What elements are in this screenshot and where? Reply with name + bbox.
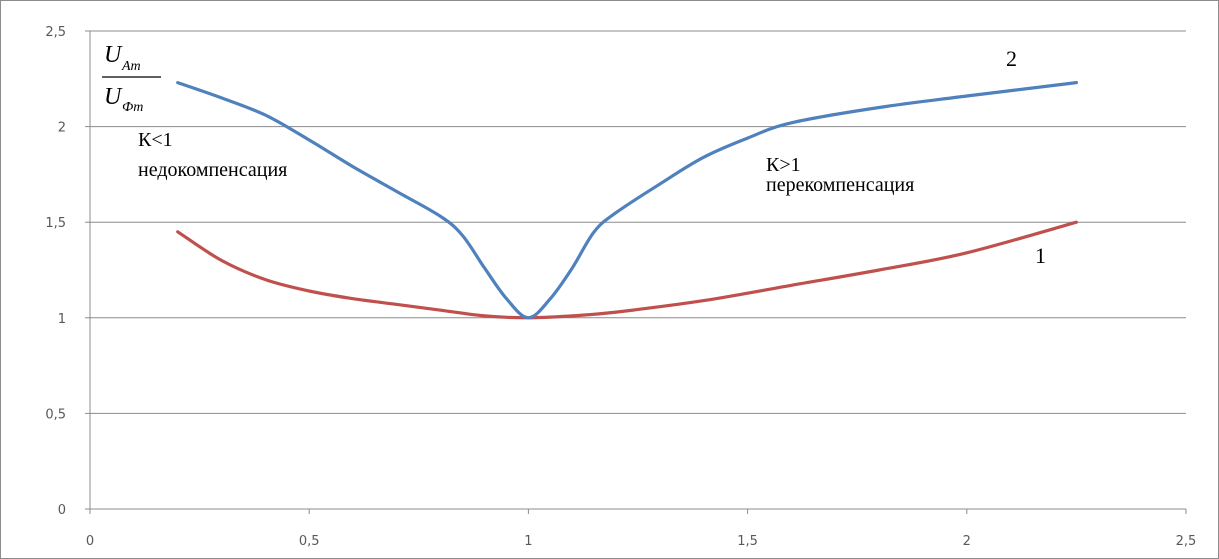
annotation-overcompensation-text: перекомпенсация	[766, 174, 914, 196]
y-label-numerator-sub: Am	[121, 59, 141, 74]
x-tick-label-5: 2,5	[1176, 534, 1197, 549]
x-tick-labels: 0 0,5 1 1,5 2 2,5	[86, 534, 1196, 549]
annotation-overcompensation-k: К>1	[766, 154, 801, 176]
x-tick-label-0: 0	[86, 534, 94, 549]
series-lines	[176, 81, 1078, 320]
y-tick-label-0: 0	[58, 503, 66, 518]
annotation-undercompensation-k: К<1	[138, 129, 173, 151]
series-line-2	[176, 81, 1078, 320]
y-tick-labels: 0 0,5 1 1,5 2 2,5	[45, 25, 66, 518]
y-tick-label-1: 0,5	[45, 407, 66, 422]
y-tick-label-3: 1,5	[45, 216, 66, 231]
annotation-undercompensation-text: недокомпенсация	[138, 159, 287, 181]
series-2-label: 2	[1006, 46, 1017, 71]
y-label-denominator: U	[104, 84, 123, 110]
y-tick-label-4: 2	[58, 121, 66, 136]
y-tick-label-5: 2,5	[45, 25, 66, 40]
x-tick-label-3: 1,5	[737, 534, 758, 549]
y-label-denominator-sub: Фm	[122, 100, 143, 115]
series-1-label: 1	[1035, 243, 1046, 268]
axes	[85, 30, 1187, 514]
x-tick-label-4: 2	[963, 534, 971, 549]
y-tick-label-2: 1	[58, 312, 66, 327]
x-tick-label-2: 1	[524, 534, 532, 549]
gridlines	[90, 30, 1186, 414]
x-tick-label-1: 0,5	[299, 534, 320, 549]
y-label-numerator: U	[104, 42, 123, 68]
y-axis-label: U Am U Фm	[102, 42, 161, 115]
